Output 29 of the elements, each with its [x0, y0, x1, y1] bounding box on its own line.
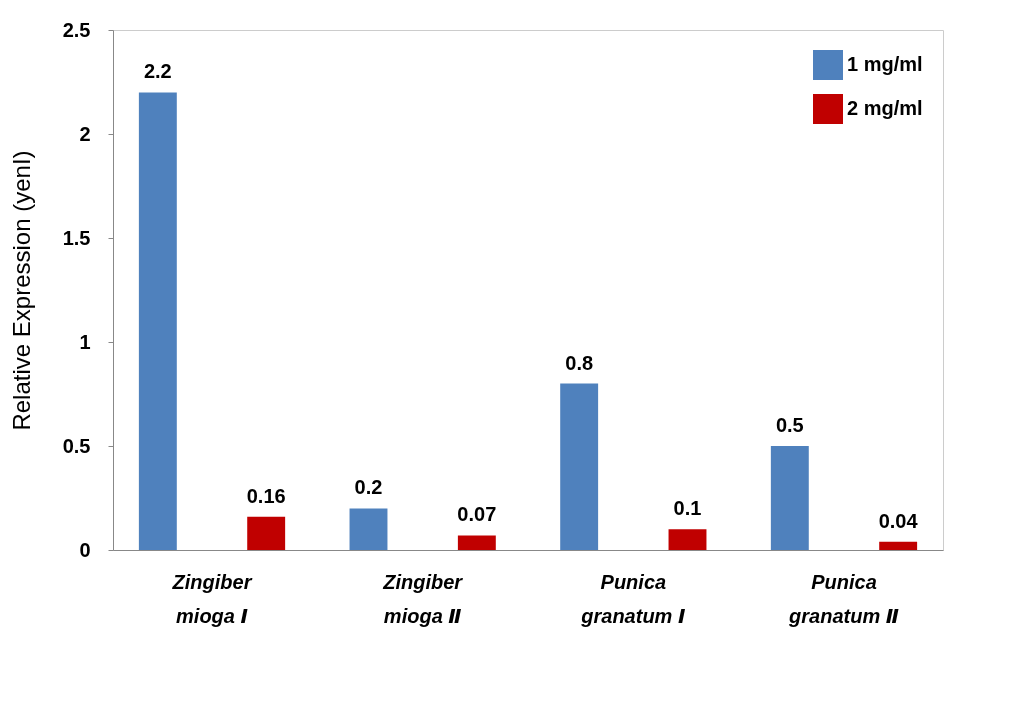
bar — [770, 446, 809, 550]
data-label: 0.04 — [878, 509, 919, 532]
data-label: 0.16 — [246, 484, 286, 507]
x-tick-label: Punica granatum Ⅰ — [580, 570, 686, 627]
bar — [668, 529, 707, 550]
y-tick-label: 0 — [79, 538, 91, 561]
data-label: 0.1 — [673, 497, 702, 520]
y-tick-label: 0.5 — [62, 434, 91, 457]
data-label: 0.8 — [565, 351, 594, 374]
data-label: 0.2 — [354, 476, 383, 499]
y-tick-label: 2 — [79, 122, 91, 145]
legend-label: 2 mg/ml — [847, 97, 923, 119]
y-axis-title: Relative Expression (yenI) — [7, 150, 35, 431]
y-tick-label: 1.5 — [62, 226, 91, 249]
data-label: 2.2 — [143, 60, 172, 83]
bar — [457, 535, 496, 550]
x-tick-label: Zingiber mioga Ⅱ — [382, 570, 464, 627]
bar — [138, 92, 177, 550]
bar — [560, 383, 599, 550]
data-label: 0.07 — [457, 503, 497, 526]
bar — [879, 541, 918, 550]
bar — [349, 508, 388, 550]
bar — [247, 516, 286, 550]
x-tick-label: Zingiber mioga Ⅰ — [171, 570, 253, 627]
data-label: 0.5 — [775, 414, 804, 436]
legend-label: 1 mg/ml — [847, 53, 923, 75]
x-tick-label: Punica granatum Ⅱ — [788, 570, 899, 627]
y-tick-label: 2.5 — [62, 18, 91, 41]
y-tick-label: 1 — [79, 330, 91, 353]
